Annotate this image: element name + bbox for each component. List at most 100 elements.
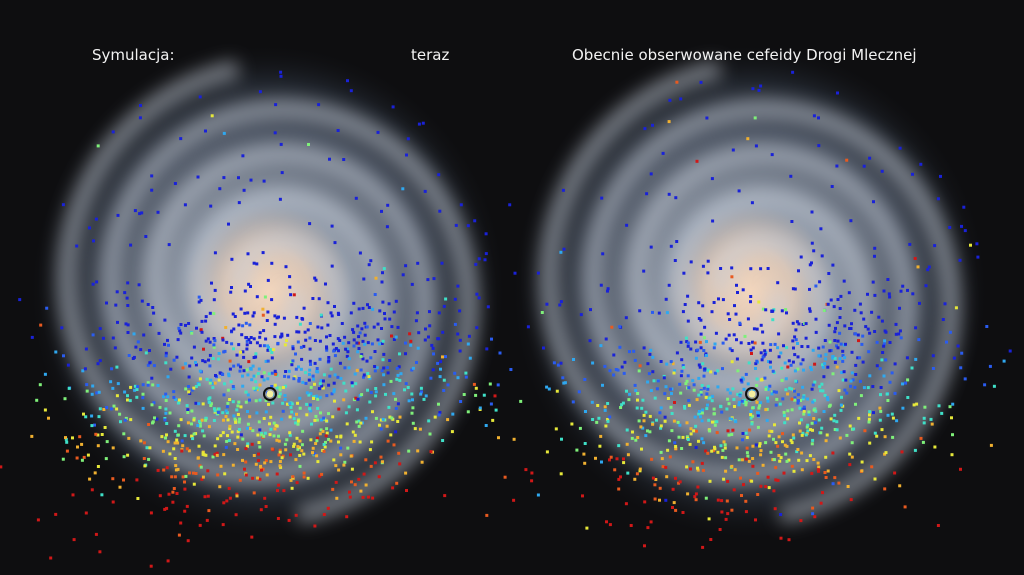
cepheid-dot [441,439,445,442]
cepheid-dot [893,362,897,366]
cepheid-dot [749,413,753,417]
cepheid-dot [600,460,603,464]
cepheid-dot [244,473,248,477]
cepheid-dot [833,476,837,480]
cepheid-dot [774,441,778,445]
cepheid-dot [796,367,800,371]
cepheid-dot [636,398,639,402]
cepheid-dot [837,389,841,393]
cepheid-dot [72,538,76,542]
cepheid-dot [290,363,294,367]
cepheid-dot [192,471,195,475]
cepheid-dot [308,336,312,340]
cepheid-dot [948,330,952,334]
cepheid-dot [638,469,642,473]
cepheid-dot [761,463,765,467]
cepheid-dot [811,348,815,352]
cepheid-dot [373,365,377,368]
cepheid-dot [245,368,249,372]
cepheid-dot [222,453,226,457]
cepheid-dot [394,397,397,401]
cepheid-dot [304,371,308,375]
cepheid-dot [530,471,534,475]
cepheid-dot [802,405,806,409]
cepheid-dot [101,336,105,340]
cepheid-dot [636,392,640,395]
cepheid-dot [249,178,253,182]
cepheid-dot [228,424,232,428]
cepheid-dot [1002,359,1006,363]
cepheid-dot [96,433,100,437]
cepheid-dot [95,280,99,284]
cepheid-dot [761,330,765,334]
cepheid-dot [249,341,253,345]
cepheid-dot [66,363,70,367]
cepheid-dot [288,401,292,405]
cepheid-dot [305,413,309,417]
cepheid-dot [885,392,889,396]
cepheid-dot [833,339,837,342]
cepheid-dot [699,318,703,322]
cepheid-dot [111,477,115,481]
cepheid-dot [212,337,216,340]
cepheid-dot [759,267,763,271]
cepheid-dot [807,410,811,414]
cepheid-dot [790,220,794,223]
cepheid-dot [615,457,619,461]
cepheid-dot [810,261,813,265]
cepheid-dot [871,280,875,284]
cepheid-dot [208,381,212,385]
cepheid-dot [764,408,768,412]
cepheid-dot [248,427,252,430]
cepheid-dot [131,357,135,360]
cepheid-dot [307,393,311,397]
cepheid-dot [898,484,902,488]
cepheid-dot [280,456,284,460]
cepheid-dot [883,487,887,491]
cepheid-dot [241,384,245,388]
cepheid-dot [96,144,100,148]
cepheid-dot [256,476,259,480]
cepheid-dot [740,399,744,403]
cepheid-dot [238,369,242,373]
cepheid-dot [821,363,825,367]
cepheid-dot [158,405,162,409]
cepheid-dot [378,342,381,346]
cepheid-dot [722,440,726,444]
cepheid-dot [325,345,328,349]
cepheid-dot [359,368,363,372]
cepheid-dot [211,357,215,360]
cepheid-dot [336,129,340,132]
cepheid-dot [791,433,795,437]
cepheid-dot [267,402,270,406]
cepheid-dot [94,217,98,221]
cepheid-dot [328,157,331,161]
cepheid-dot [388,317,392,321]
cepheid-dot [354,396,358,400]
cepheid-dot [799,519,803,523]
cepheid-dot [43,408,47,412]
cepheid-dot [371,496,375,500]
cepheid-dot [241,324,245,328]
cepheid-dot [789,174,793,178]
cepheid-dot [413,427,417,431]
cepheid-dot [184,323,187,327]
cepheid-dot [405,489,408,492]
cepheid-dot [671,487,675,491]
cepheid-dot [76,445,79,449]
cepheid-dot [739,378,743,382]
cepheid-dot [963,229,967,233]
cepheid-dot [294,352,297,356]
cepheid-dot [675,240,679,243]
cepheid-dot [291,475,295,479]
cepheid-dot [673,259,677,262]
cepheid-dot [325,394,329,398]
cepheid-dot [844,342,847,346]
cepheid-dot [374,416,378,420]
cepheid-dot [104,457,108,461]
cepheid-dot [275,472,279,476]
cepheid-dot [474,386,478,390]
cepheid-dot [767,434,771,438]
cepheid-dot [230,329,234,333]
cepheid-dot [304,381,308,385]
